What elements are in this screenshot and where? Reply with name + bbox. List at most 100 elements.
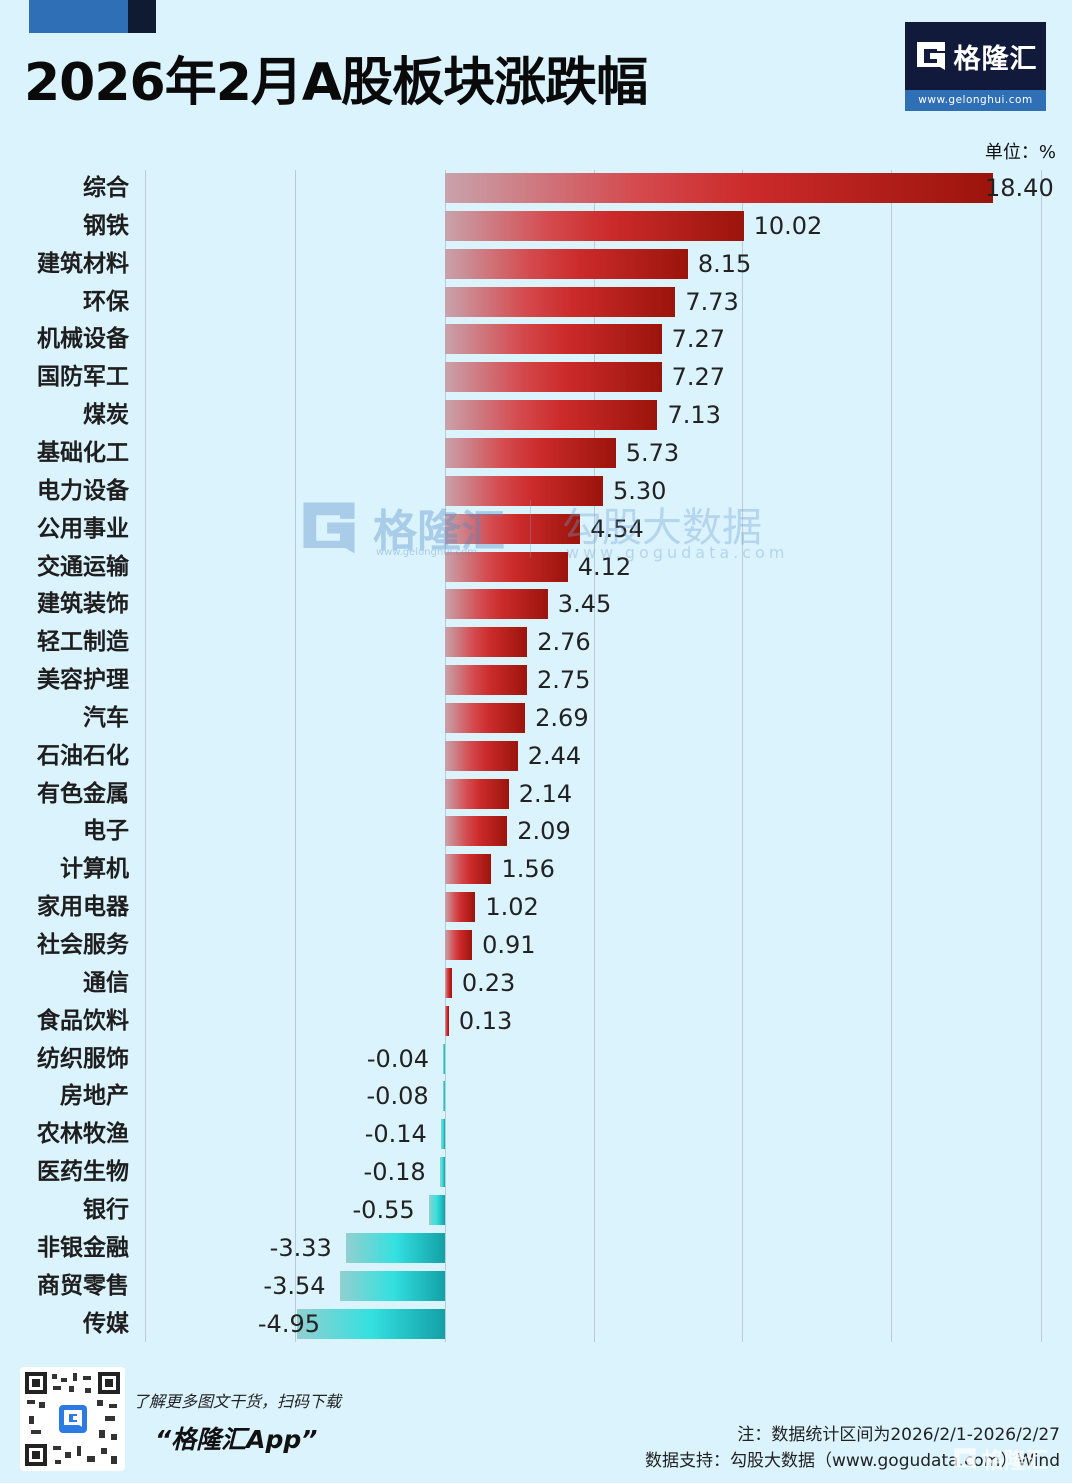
gridline <box>742 170 743 1342</box>
category-label: 建筑装饰 <box>37 591 129 618</box>
date-range-note: 注：数据统计区间为2026/2/1-2026/2/27 <box>737 1425 1060 1445</box>
value-label: 2.09 <box>517 817 571 846</box>
gridline <box>295 170 296 1342</box>
value-label: -0.04 <box>366 1044 429 1073</box>
gridline <box>594 170 595 1342</box>
bar-row: 有色金属 2.14 <box>0 775 1072 813</box>
bar-row: 银行 -0.55 <box>0 1191 1072 1229</box>
category-label: 石油石化 <box>37 742 129 769</box>
bar-row: 美容护理 2.75 <box>0 661 1072 699</box>
value-label: 4.12 <box>577 552 632 581</box>
corner-g-icon <box>954 1448 976 1470</box>
bar-row: 电力设备 5.30 <box>0 472 1072 510</box>
category-label: 计算机 <box>60 856 129 883</box>
value-label: 2.14 <box>518 779 573 808</box>
category-label: 通信 <box>83 969 129 996</box>
chart-title: 2026年2月A股板块涨跌幅 <box>24 53 648 113</box>
positive-bar <box>445 173 994 203</box>
positive-bar <box>445 324 662 355</box>
category-label: 电子 <box>83 818 129 845</box>
positive-bar <box>445 551 568 582</box>
value-label: 0.23 <box>461 968 516 997</box>
value-label: -0.08 <box>366 1082 429 1111</box>
value-label: 7.73 <box>685 287 739 316</box>
positive-bar <box>445 892 476 923</box>
category-label: 建筑材料 <box>37 250 129 277</box>
bar-row: 环保 7.73 <box>0 283 1072 321</box>
category-label: 农林牧渔 <box>37 1121 129 1148</box>
category-label: 非银金融 <box>37 1234 129 1261</box>
value-label: 5.30 <box>612 476 667 505</box>
positive-bar <box>445 816 508 847</box>
value-label: -0.55 <box>352 1195 415 1224</box>
value-label: -4.95 <box>257 1309 320 1338</box>
bar-row: 农林牧渔 -0.14 <box>0 1115 1072 1153</box>
positive-bar <box>445 589 548 620</box>
category-label: 电力设备 <box>37 477 129 504</box>
value-label: 8.15 <box>697 249 752 278</box>
bar-row: 轻工制造 2.76 <box>0 623 1072 661</box>
positive-bar <box>445 513 581 544</box>
positive-bar <box>445 248 688 279</box>
value-label: 2.44 <box>527 741 582 770</box>
positive-bar <box>445 437 616 468</box>
value-label: 7.13 <box>667 401 721 430</box>
gridline <box>1041 170 1042 1342</box>
gelonghui-logo: 格隆汇 www.gelonghui.com <box>905 22 1046 111</box>
category-label: 家用电器 <box>37 894 129 921</box>
category-label: 商贸零售 <box>37 1272 129 1299</box>
category-label: 有色金属 <box>37 780 129 807</box>
value-label: 0.13 <box>458 1006 513 1035</box>
bar-row: 食品饮料 0.13 <box>0 1002 1072 1040</box>
category-label: 煤炭 <box>83 402 129 429</box>
value-label: 1.02 <box>485 893 539 922</box>
category-label: 交通运输 <box>37 553 129 580</box>
bar-row: 商贸零售 -3.54 <box>0 1267 1072 1305</box>
negative-bar <box>439 1157 445 1188</box>
positive-bar <box>445 967 452 998</box>
bar-row: 医药生物 -0.18 <box>0 1153 1072 1191</box>
value-label: -0.18 <box>363 1158 426 1187</box>
bar-row: 石油石化 2.44 <box>0 737 1072 775</box>
bar-row: 机械设备 7.27 <box>0 320 1072 358</box>
negative-bar <box>443 1043 445 1074</box>
category-label: 机械设备 <box>37 326 129 353</box>
positive-bar <box>445 854 492 885</box>
bar-row: 交通运输 4.12 <box>0 548 1072 586</box>
positive-bar <box>445 740 518 771</box>
category-label: 社会服务 <box>37 932 129 958</box>
bar-row: 国防军工 7.27 <box>0 358 1072 396</box>
positive-bar <box>445 778 509 809</box>
positive-bar <box>445 627 528 658</box>
value-label: 2.76 <box>537 628 591 657</box>
bar-row: 汽车 2.69 <box>0 699 1072 737</box>
bar-row: 房地产 -0.08 <box>0 1077 1072 1115</box>
qr-code[interactable] <box>20 1367 125 1471</box>
category-label: 综合 <box>83 175 129 201</box>
category-label: 轻工制造 <box>37 629 129 656</box>
bar-row: 社会服务 0.91 <box>0 926 1072 964</box>
bar-row: 建筑材料 8.15 <box>0 245 1072 283</box>
logo-name: 格隆汇 <box>953 43 1038 75</box>
value-label: 7.27 <box>671 363 726 392</box>
bar-row: 非银金融 -3.33 <box>0 1229 1072 1267</box>
promo-text: 了解更多图文干货，扫码下载 <box>133 1392 342 1411</box>
value-label: 0.91 <box>482 931 536 959</box>
bar-row: 电子 2.09 <box>0 812 1072 850</box>
bar-row: 传媒 -4.95 <box>0 1305 1072 1343</box>
category-label: 食品饮料 <box>37 1007 129 1034</box>
positive-bar <box>445 930 473 960</box>
bar-row: 煤炭 7.13 <box>0 396 1072 434</box>
qr-code-icon <box>25 1372 120 1466</box>
positive-bar <box>445 475 603 506</box>
bar-row: 基础化工 5.73 <box>0 434 1072 472</box>
bar-row: 计算机 1.56 <box>0 850 1072 888</box>
bar-row: 通信 0.23 <box>0 964 1072 1002</box>
negative-bar <box>440 1119 445 1150</box>
value-label: 3.45 <box>557 590 612 619</box>
category-label: 银行 <box>83 1196 129 1223</box>
category-label: 美容护理 <box>37 667 129 694</box>
header-accent-blue <box>29 0 128 33</box>
positive-bar <box>445 702 526 733</box>
value-label: 10.02 <box>753 211 823 240</box>
